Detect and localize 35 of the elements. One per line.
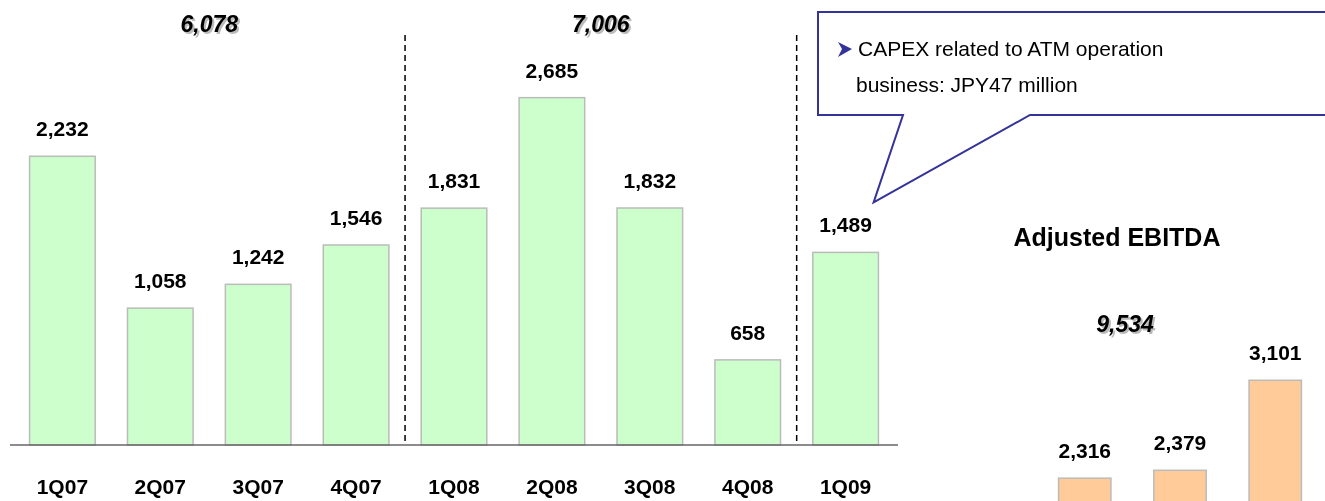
text: 6,078: [182, 13, 241, 39]
bar: [616, 207, 684, 446]
bar: [28, 155, 96, 446]
chart-title: Adjusted EBITDA: [1013, 223, 1221, 251]
data-label: 2,316: [1058, 439, 1112, 463]
x-tick-label: 4Q07: [330, 475, 382, 498]
bar: [518, 96, 586, 446]
data-label: 2,232: [36, 117, 89, 141]
bar: [420, 207, 488, 446]
data-label: 1,832: [623, 169, 677, 193]
x-tick-label: 2Q07: [134, 475, 186, 498]
text: 9,534: [1098, 313, 1156, 339]
x-tick-label: 1Q08: [428, 475, 481, 498]
data-label: 658: [730, 320, 766, 344]
x-tick-label: 4Q08: [722, 475, 774, 498]
data-label: 2,685: [525, 58, 579, 82]
x-tick-label: 1Q09: [819, 475, 872, 498]
data-label: 1,831: [427, 169, 481, 193]
data-label: 1,058: [134, 269, 187, 293]
data-label: 1,489: [819, 213, 872, 237]
data-label: 2,379: [1153, 431, 1207, 455]
bar: [714, 359, 782, 446]
bar: [126, 307, 194, 446]
bar: [322, 244, 390, 446]
x-tick-label: 1Q07: [36, 475, 89, 498]
x-tick-label: 3Q08: [624, 475, 676, 498]
bar: [224, 283, 292, 446]
data-label: 3,101: [1248, 341, 1302, 365]
data-label: 1,546: [329, 206, 383, 230]
text: CAPEX related to ATM operation business: JPY47 million: [856, 37, 1164, 96]
x-tick-label: 3Q07: [232, 475, 284, 498]
bar: [812, 251, 880, 446]
x-tick-label: 2Q08: [526, 475, 578, 498]
data-label: 1,242: [231, 245, 285, 269]
text: 7,006: [572, 11, 630, 37]
